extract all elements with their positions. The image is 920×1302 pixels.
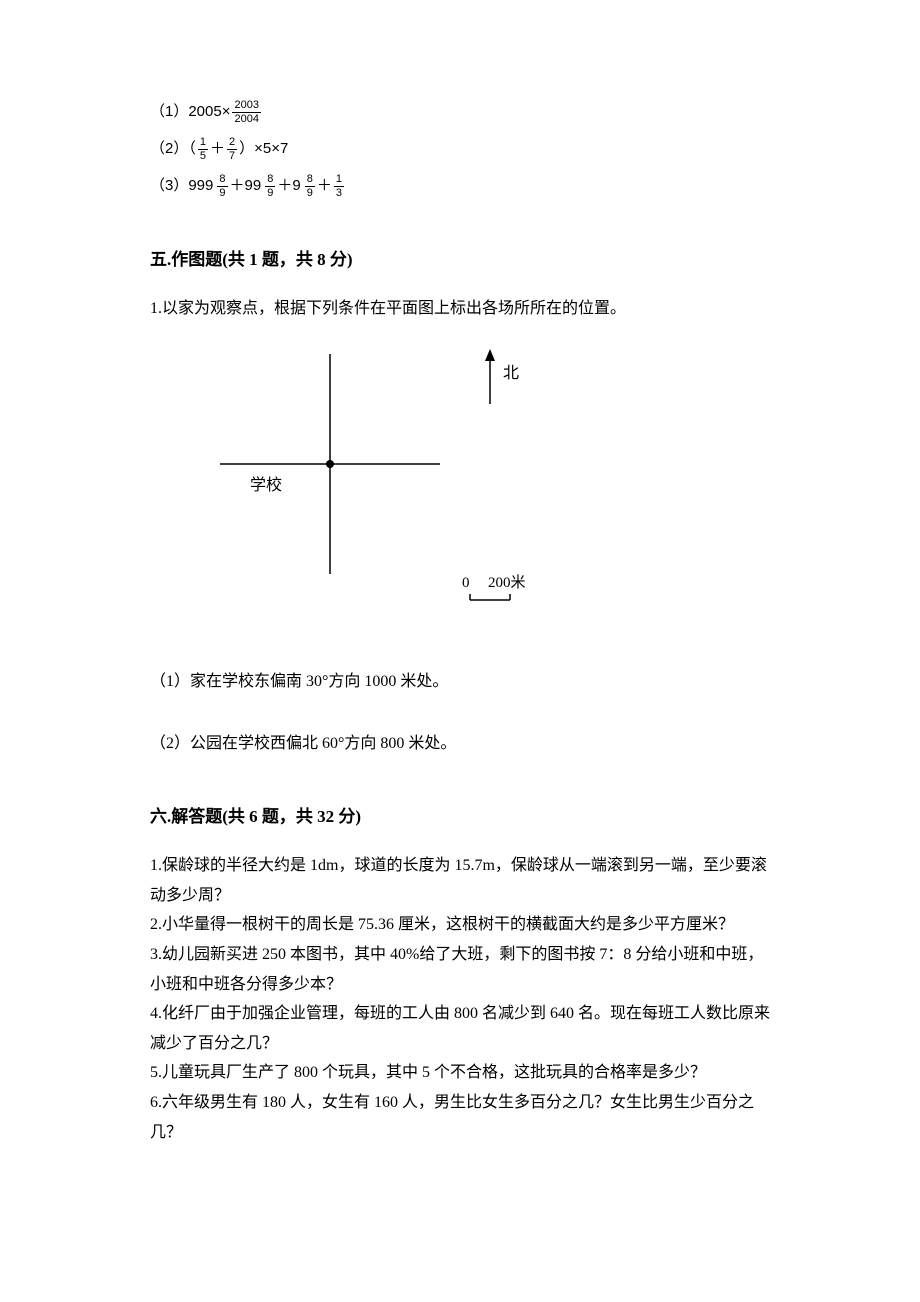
section-6-q2: 2.小华量得一根树干的周长是 75.36 厘米，这根树干的横截面大约是多少平方厘… bbox=[150, 910, 770, 940]
fraction: 1 5 bbox=[198, 137, 208, 162]
scale-zero: 0 bbox=[462, 572, 470, 595]
calc-1-label: （1）2005× bbox=[150, 101, 230, 124]
section-5-sub1: （1）家在学校东偏南 30°方向 1000 米处。 bbox=[150, 670, 770, 694]
section-5-heading: 五.作图题(共 1 题，共 8 分) bbox=[150, 247, 770, 273]
fraction: 1 3 bbox=[334, 174, 344, 199]
mixed-number: 9 8 9 bbox=[292, 174, 316, 199]
calc-problem-2: （2）（ 1 5 ＋ 2 7 ）×5×7 bbox=[150, 137, 770, 162]
section-5-q1-stem: 1.以家为观察点，根据下列条件在平面图上标出各场所所在的位置。 bbox=[150, 295, 770, 322]
fraction: 2 7 bbox=[227, 137, 237, 162]
plus: ＋ bbox=[230, 175, 245, 198]
calc-problem-3: （3） 999 8 9 ＋ 99 8 9 ＋ 9 8 9 ＋ 1 3 bbox=[150, 174, 770, 199]
scale-value: 200米 bbox=[488, 572, 526, 595]
section-5-sub2: （2）公园在学校西偏北 60°方向 800 米处。 bbox=[150, 732, 770, 756]
north-label: 北 bbox=[503, 362, 519, 386]
mixed-number: 99 8 9 bbox=[245, 174, 278, 199]
fraction: 8 9 bbox=[217, 174, 227, 199]
map-diagram: 北 学校 0 200米 bbox=[210, 344, 770, 632]
school-label: 学校 bbox=[250, 474, 282, 498]
fraction: 2003 2004 bbox=[232, 100, 260, 125]
calc-2-close: ）×5×7 bbox=[239, 138, 288, 161]
section-6-q3: 3.幼儿园新买进 250 本图书，其中 40%给了大班，剩下的图书按 7：8 分… bbox=[150, 940, 770, 999]
calc-2-plus: ＋ bbox=[210, 138, 225, 161]
section-6-q5: 5.儿童玩具厂生产了 800 个玩具，其中 5 个不合格，这批玩具的合格率是多少… bbox=[150, 1058, 770, 1088]
fraction: 8 9 bbox=[305, 174, 315, 199]
plus: ＋ bbox=[277, 175, 292, 198]
section-6-heading: 六.解答题(共 6 题，共 32 分) bbox=[150, 804, 770, 830]
section-6-q6: 6.六年级男生有 180 人，女生有 160 人，男生比女生多百分之几？女生比男… bbox=[150, 1088, 770, 1147]
calc-problem-1: （1）2005× 2003 2004 bbox=[150, 100, 770, 125]
fraction: 8 9 bbox=[265, 174, 275, 199]
section-6-q1: 1.保龄球的半径大约是 1dm，球道的长度为 15.7m，保龄球从一端滚到另一端… bbox=[150, 851, 770, 910]
calc-3-label: （3） bbox=[150, 175, 188, 198]
plus: ＋ bbox=[317, 175, 332, 198]
section-6-q4: 4.化纤厂由于加强企业管理，每班的工人由 800 名减少到 640 名。现在每班… bbox=[150, 999, 770, 1058]
mixed-number: 999 8 9 bbox=[188, 174, 229, 199]
calc-2-open: （2）（ bbox=[150, 138, 196, 161]
